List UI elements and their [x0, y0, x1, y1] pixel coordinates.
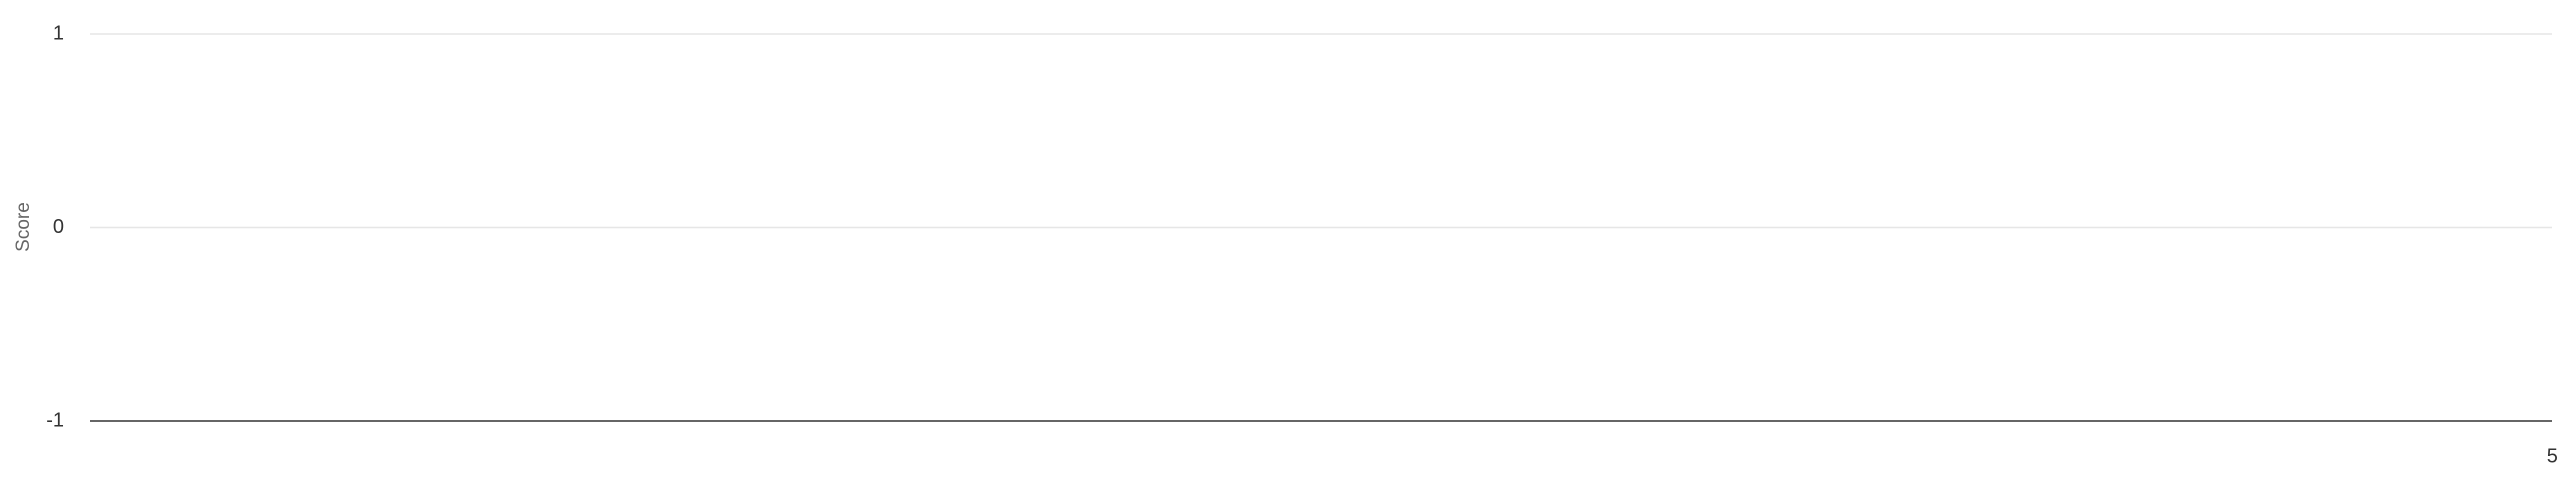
- x-tick-label: 5 Jan: [2547, 445, 2560, 467]
- y-axis-label: Score: [13, 202, 34, 252]
- y-tick-label: 1: [53, 22, 64, 44]
- y-tick-label: 0: [53, 216, 64, 238]
- y-tick-label: -1: [46, 409, 64, 431]
